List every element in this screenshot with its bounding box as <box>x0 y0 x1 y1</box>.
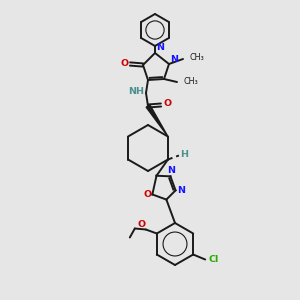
Text: CH₃: CH₃ <box>190 52 205 62</box>
Text: O: O <box>138 220 146 229</box>
Text: N: N <box>178 186 186 195</box>
Text: O: O <box>164 100 172 109</box>
Polygon shape <box>146 105 168 136</box>
Text: NH: NH <box>128 88 144 97</box>
Text: Cl: Cl <box>208 255 218 264</box>
Text: CH₃: CH₃ <box>184 77 199 86</box>
Text: O: O <box>121 59 129 68</box>
Text: N: N <box>167 166 175 175</box>
Text: H: H <box>180 150 188 159</box>
Text: N: N <box>170 55 178 64</box>
Text: O: O <box>143 190 152 199</box>
Text: N: N <box>156 44 164 52</box>
